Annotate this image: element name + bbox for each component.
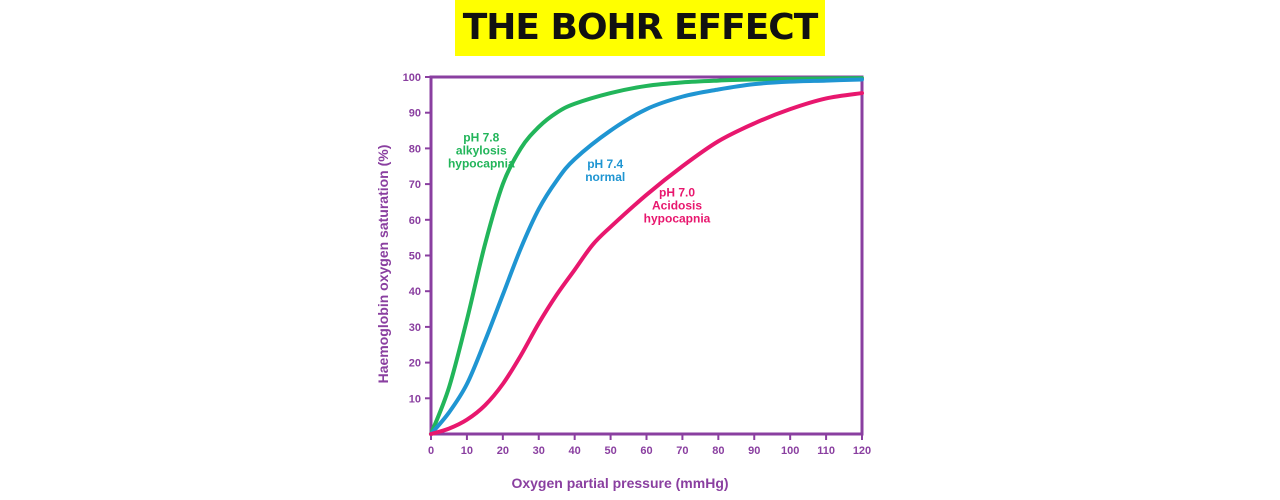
x-tick-label: 120 [853, 445, 871, 457]
y-tick-label: 30 [409, 322, 421, 334]
x-axis-title: Oxygen partial pressure (mmHg) [511, 475, 728, 491]
y-tick-label: 20 [409, 358, 421, 370]
y-tick-label: 50 [409, 251, 421, 263]
series-label-ph-7-0: pH 7.0 Acidosis hypocapnia [644, 186, 711, 226]
series-label-line: pH 7.4 [587, 157, 623, 171]
series-group [429, 76, 864, 436]
series-line-ph-7-0 [429, 91, 864, 436]
axes: 0 10 20 30 40 50 60 70 80 90 100 110 120 10 20 30 40 50 60… [403, 72, 872, 457]
series-label-line: alkylosis [456, 143, 507, 157]
x-tick-label: 20 [497, 445, 509, 457]
x-tick-label: 100 [781, 445, 799, 457]
y-tick-label: 60 [409, 215, 421, 227]
x-tick-label: 0 [428, 445, 434, 457]
y-tick-label: 80 [409, 143, 421, 155]
series-label-line: normal [585, 170, 625, 184]
y-tick-label: 90 [409, 108, 421, 120]
series-line-ph-7-4 [429, 77, 864, 436]
series-label-ph-7-8: pH 7.8 alkylosis hypocapnia [448, 130, 515, 170]
series-label-ph-7-4: pH 7.4 normal [585, 157, 625, 184]
x-tick-label: 90 [748, 445, 760, 457]
x-tick-label: 30 [533, 445, 545, 457]
y-tick-label: 40 [409, 286, 421, 298]
series-label-line: pH 7.8 [463, 130, 499, 144]
series-label-line: hypocapnia [448, 156, 515, 170]
series-line-ph-7-8 [429, 76, 864, 436]
x-tick-label: 10 [461, 445, 473, 457]
title-bar: THE BOHR EFFECT [0, 0, 1280, 56]
x-tick-label: 50 [604, 445, 616, 457]
x-tick-label: 70 [676, 445, 688, 457]
x-tick-label: 80 [712, 445, 724, 457]
y-tick-label: 100 [403, 72, 421, 84]
series-label-line: pH 7.0 [659, 186, 695, 200]
x-tick-label: 110 [817, 445, 835, 457]
series-label-line: hypocapnia [644, 212, 711, 226]
page-title: THE BOHR EFFECT [454, 0, 826, 56]
series-label-line: Acidosis [652, 199, 702, 213]
series-labels: pH 7.8 alkylosis hypocapnia pH 7.4 normalpH … [448, 130, 711, 225]
y-tick-label: 10 [409, 393, 421, 405]
x-tick-label: 40 [569, 445, 581, 457]
x-tick-label: 60 [640, 445, 652, 457]
y-tick-label: 70 [409, 179, 421, 191]
y-axis-title: Haemoglobin oxygen saturation (%) [375, 145, 391, 384]
